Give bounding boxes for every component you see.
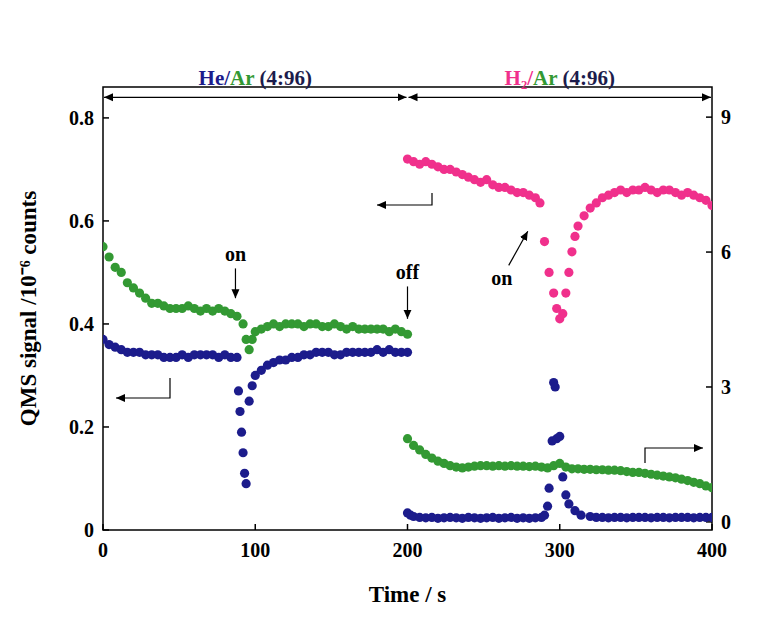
data-point	[248, 381, 257, 390]
data-point	[576, 511, 585, 520]
data-point	[558, 309, 567, 318]
span-label-part: Ar	[230, 66, 254, 90]
x-tick-label: 100	[240, 539, 270, 561]
data-point	[561, 490, 570, 499]
y2-tick-label: 0	[721, 511, 731, 533]
series	[103, 335, 412, 488]
data-point	[238, 448, 247, 457]
x-tick-label: 400	[697, 539, 727, 561]
data-point	[240, 469, 249, 478]
data-point	[540, 237, 549, 246]
y-tick-label: 0.2	[69, 416, 94, 438]
axis-pointer-left	[377, 193, 432, 205]
data-point	[234, 386, 243, 395]
x-tick-label: 0	[98, 539, 108, 561]
x-tick	[102, 524, 104, 530]
x-tick-label: 200	[393, 539, 423, 561]
data-point	[544, 268, 553, 277]
y-tick-label: 0.4	[69, 313, 94, 335]
y-tick	[103, 117, 109, 119]
annotation-arrow	[509, 231, 528, 265]
axis-pointer-right	[645, 448, 703, 463]
span-label-part: Ar	[533, 66, 557, 90]
y-tick	[103, 323, 109, 325]
data-point	[567, 247, 576, 256]
data-point	[564, 268, 573, 277]
plot-area	[103, 155, 712, 523]
data-point	[104, 252, 113, 261]
series	[403, 155, 712, 324]
data-point	[245, 397, 254, 406]
data-point	[558, 472, 567, 481]
data-point	[540, 511, 549, 520]
data-point	[707, 513, 712, 522]
span-label: H₂/Ar (4:96)	[505, 66, 615, 90]
data-point	[238, 319, 247, 328]
span-label-part: (4:96)	[254, 66, 312, 90]
y2-tick	[706, 251, 712, 253]
data-point	[242, 479, 251, 488]
y-tick	[103, 529, 109, 531]
y2-tick	[706, 386, 712, 388]
data-point	[403, 330, 412, 339]
data-point	[245, 345, 254, 354]
span-label-part: H₂/	[505, 66, 535, 90]
data-point	[544, 484, 553, 493]
span-arrow	[409, 97, 712, 98]
plot-frame	[103, 87, 712, 530]
x-tick	[255, 524, 257, 530]
y2-tick	[706, 116, 712, 118]
x-tick-label: 300	[545, 539, 575, 561]
data-point	[235, 407, 244, 416]
data-point	[551, 382, 560, 391]
data-point	[561, 288, 570, 297]
data-point	[237, 428, 246, 437]
annotation-arrow	[235, 268, 236, 298]
y-tick	[103, 220, 109, 222]
data-point	[549, 288, 558, 297]
data-point	[117, 268, 126, 277]
x-tick	[407, 524, 409, 530]
axis-pointer-left	[116, 378, 170, 398]
annotation-label: on	[491, 267, 512, 289]
data-point	[535, 198, 544, 207]
x-axis-label: Time / s	[369, 582, 447, 607]
data-point	[232, 312, 241, 321]
chart: 0 100 200 300 400 0 0.2 0.4 0.6 0.8 0 3 6 9 Time / s QM…	[0, 0, 773, 617]
annotation-arrow	[407, 286, 408, 318]
data-point	[103, 242, 108, 251]
x-tick	[711, 524, 713, 530]
data-point	[543, 502, 552, 511]
data-point	[403, 348, 412, 357]
data-point	[707, 201, 712, 210]
data-point	[707, 483, 712, 492]
y2-tick-label: 9	[721, 106, 731, 128]
y2-tick-label: 6	[721, 241, 731, 263]
span-arrow	[104, 97, 407, 98]
span-label-part: He/	[199, 66, 232, 90]
y-tick-label: 0.8	[69, 107, 94, 129]
series	[403, 434, 712, 492]
span-label: He/Ar (4:96)	[199, 66, 312, 90]
data-point	[555, 432, 564, 441]
y-tick-label: 0.6	[69, 210, 94, 232]
annotation-label: on	[225, 243, 246, 265]
series	[403, 378, 712, 523]
data-point	[573, 221, 582, 230]
x-tick	[559, 524, 561, 530]
y2-tick-label: 3	[721, 376, 731, 398]
series	[103, 242, 412, 354]
y-tick-label: 0	[84, 519, 94, 541]
span-label-part: (4:96)	[557, 66, 615, 90]
data-point	[232, 353, 241, 362]
y-axis-label: QMS signal /10⁻⁶ counts	[16, 191, 41, 426]
data-point	[570, 232, 579, 241]
y-tick	[103, 426, 109, 428]
data-point	[580, 211, 589, 220]
annotation-label: off	[396, 261, 420, 283]
